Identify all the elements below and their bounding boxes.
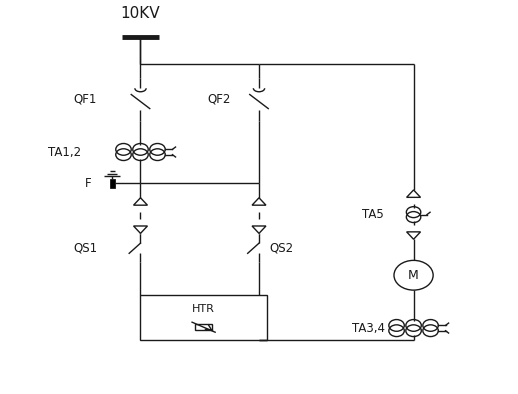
Text: 10KV: 10KV [121, 6, 160, 21]
Bar [140, 295, 267, 340]
Text: TA5: TA5 [362, 208, 384, 221]
Text: F: F [85, 177, 92, 190]
Text: TA1,2: TA1,2 [48, 145, 81, 158]
Bar [195, 324, 212, 330]
Text: M: M [408, 269, 419, 282]
Text: HTR: HTR [192, 304, 215, 314]
Text: QS2: QS2 [269, 242, 293, 255]
Text: TA3,4: TA3,4 [352, 322, 385, 335]
Text: QS1: QS1 [74, 242, 98, 255]
Bar [110, 179, 115, 188]
Text: QF1: QF1 [74, 93, 97, 106]
Text: QF2: QF2 [208, 93, 231, 106]
